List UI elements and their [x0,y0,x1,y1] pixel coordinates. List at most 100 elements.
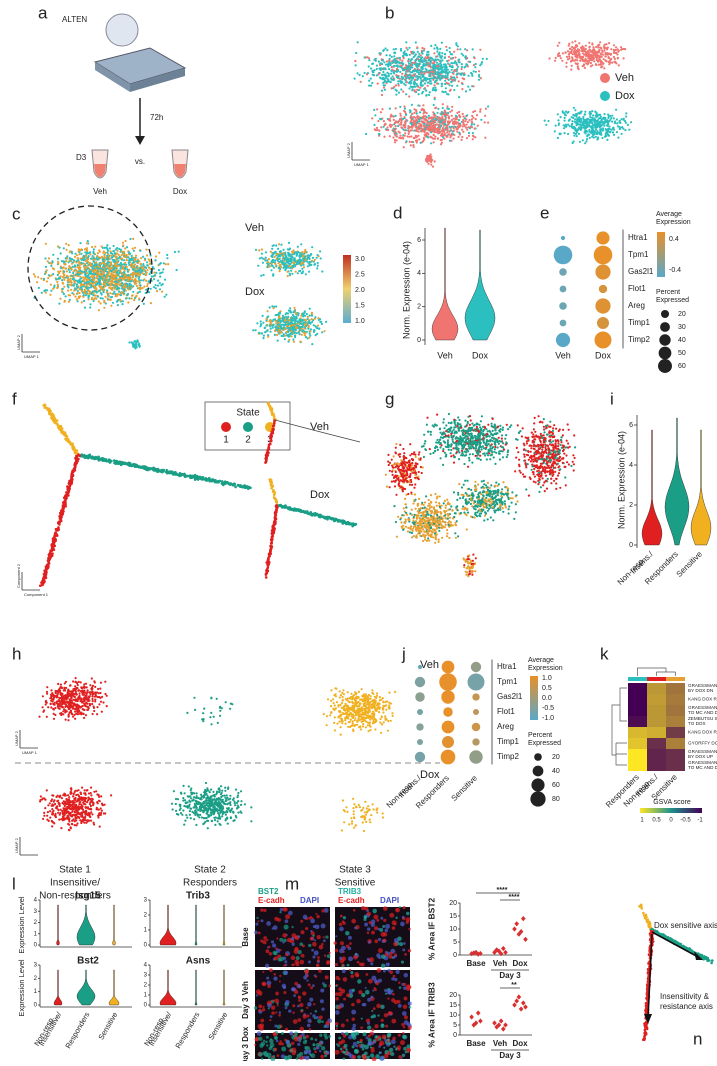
cell-dot [594,111,596,113]
cell-dot [440,60,442,62]
cell-dot [600,116,602,118]
cell-dot [68,269,70,271]
cell-dot [419,125,421,127]
cell-dot [599,58,601,60]
cell-dot [377,120,379,122]
cell-dot [420,78,422,80]
cell-dot [386,81,388,83]
cell-dot [321,331,323,333]
cell-dot [599,129,601,131]
cell-dot [71,284,73,286]
cell-dot [387,79,389,81]
cell-dot [451,69,453,71]
cell-dot [615,46,617,48]
cell-dot [417,104,419,106]
cell-dot [403,126,405,128]
cell-dot [578,42,580,44]
cell-dot [410,135,412,137]
gene-label: Gas2l1 [628,267,654,276]
cell-dot [410,59,412,61]
cell-dot [292,252,294,254]
size-label: 40 [678,337,686,344]
cell-dot [413,75,415,77]
cell-dot [85,282,87,284]
cell-dot [456,131,458,133]
cell-dot [606,48,608,50]
cell-dot [426,128,428,130]
cell-dot [440,113,442,115]
cell-dot [123,271,125,273]
cell-dot [102,260,104,262]
cell-dot [479,111,481,113]
cell-dot [101,278,103,280]
cell-dot [109,292,111,294]
cell-dot [602,118,604,120]
cell-dot [428,115,430,117]
cell-dot [70,289,72,291]
cell-dot [78,297,80,299]
cell-dot [461,82,463,84]
cell-dot [461,72,463,74]
cell-dot [604,48,606,50]
cell-dot [313,331,315,333]
cell-dot [434,68,436,70]
cell-dot [93,279,95,281]
cell-dot [430,57,432,59]
dot [560,320,567,327]
label: Norm. Expression (e-04) [401,241,411,339]
cell-dot [307,265,309,267]
cell-dot [65,276,67,278]
cell-dot [472,138,474,140]
label: vs. [135,157,145,166]
cell-dot [571,116,573,118]
cell-dot [362,75,364,77]
cell-dot [462,54,464,56]
cell-dot [423,139,425,141]
cell-dot [572,114,574,116]
cell-dot [590,131,592,133]
cell-dot [167,263,169,265]
cell-dot [571,126,573,128]
cell-dot [438,128,440,130]
cell-dot [474,57,476,59]
cell-dot [260,332,262,334]
cell-dot [471,73,473,75]
cell-dot [404,75,406,77]
cell-dot [409,109,411,111]
cell-dot [385,128,387,130]
cell-dot [576,55,578,57]
cell-dot [265,318,267,320]
cell-dot [417,135,419,137]
cell-dot [396,121,398,123]
cell-dot [436,62,438,64]
cell-dot [564,120,566,122]
cell-dot [486,58,488,60]
cell-dot [138,298,140,300]
cell-dot [290,255,292,257]
cell-dot [45,266,47,268]
cell-dot [123,292,125,294]
cell-dot [289,274,291,276]
cell-dot [269,331,271,333]
cell-dot [402,91,404,93]
cell-dot [142,272,144,274]
cell-dot [378,61,380,63]
cell-dot [80,281,82,283]
cell-dot [131,255,133,257]
cell-dot [417,56,419,58]
cell-dot [423,88,425,90]
cell-dot [70,443,73,446]
cell-dot [603,50,605,52]
cell-dot [116,252,118,254]
cell-dot [261,253,263,255]
cell-dot [404,122,406,124]
cell-dot [140,279,142,281]
cell-dot [256,322,258,324]
cell-dot [386,72,388,74]
cell-dot [76,254,78,256]
cell-dot [413,125,415,127]
cell-dot [434,160,436,162]
cell-dot [469,89,471,91]
cell-dot [602,129,604,131]
cell-dot [404,67,406,69]
